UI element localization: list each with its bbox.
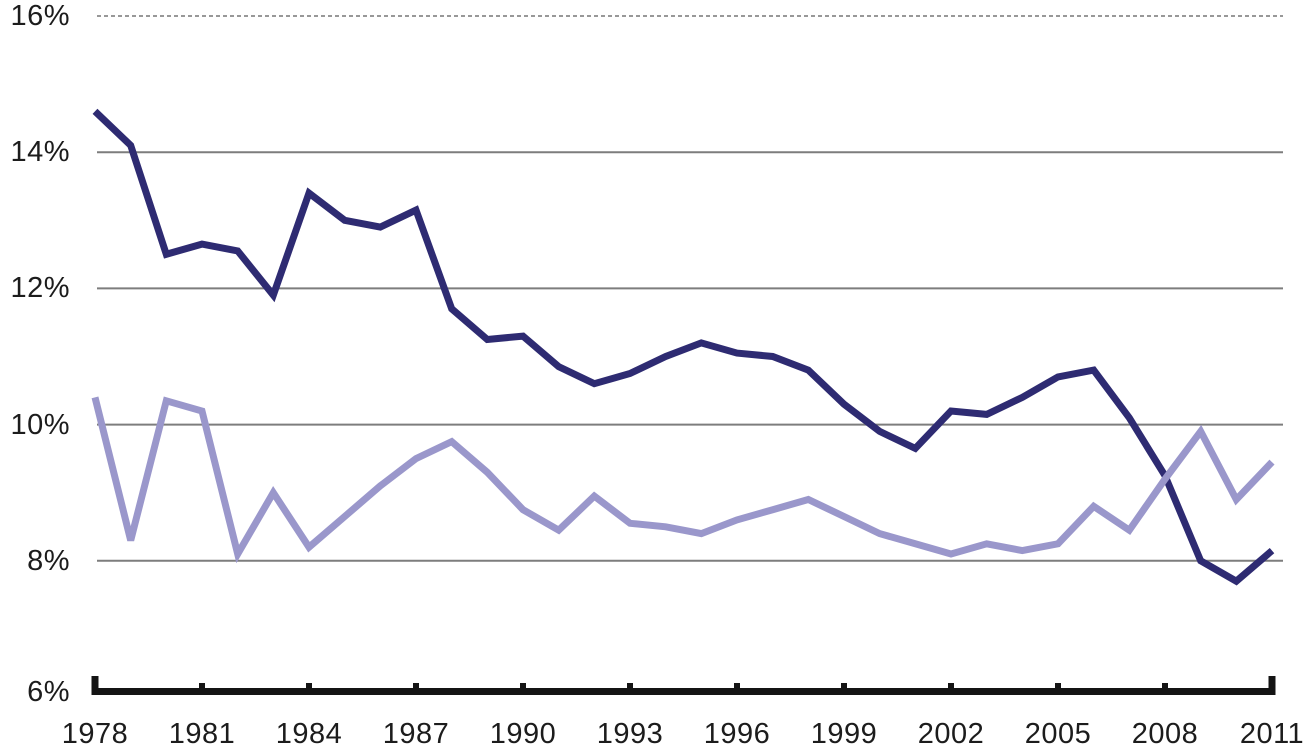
x-axis-line [93, 688, 1276, 695]
series-line-light-lavender [91, 396, 1275, 564]
x-axis-label-2002: 2002 [917, 718, 985, 750]
y-axis-label-16pct: 16% [10, 0, 70, 32]
x-axis-label-1993: 1993 [596, 718, 664, 750]
x-axis-label-1999: 1999 [810, 718, 878, 750]
x-axis-label-1984: 1984 [275, 718, 343, 750]
y-axis-label-12pct: 12% [10, 272, 70, 305]
x-axis-tick-1990 [520, 683, 526, 695]
x-axis-label-2008: 2008 [1131, 718, 1199, 750]
series-line-dark-navy [92, 108, 1275, 586]
x-axis-tick-1996 [734, 683, 740, 695]
x-axis-label-1996: 1996 [703, 718, 771, 750]
x-axis-tick-1981 [199, 683, 205, 695]
x-axis-tick-2008 [1162, 683, 1168, 695]
x-axis-tick-2005 [1055, 683, 1061, 695]
x-axis-label-1987: 1987 [382, 718, 450, 750]
y-axis-label-6pct: 6% [27, 675, 70, 708]
x-axis-tick-1987 [413, 683, 419, 695]
x-axis-tick-2002 [948, 683, 954, 695]
x-axis-label-1978: 1978 [61, 718, 129, 750]
y-axis-label-10pct: 10% [10, 408, 70, 441]
x-axis-tick-1993 [627, 683, 633, 695]
x-axis-tick-1978 [91, 676, 99, 695]
x-axis-label-1981: 1981 [168, 718, 236, 750]
x-axis-tick-1984 [306, 683, 312, 695]
y-axis-label-14pct: 14% [10, 136, 70, 169]
x-axis-label-2011: 2011 [1239, 718, 1305, 750]
x-axis-label-1990: 1990 [489, 718, 557, 750]
x-axis-tick-2011 [1268, 676, 1276, 695]
y-axis-label-8pct: 8% [27, 544, 70, 577]
x-axis-tick-1999 [841, 683, 847, 695]
x-axis-label-2005: 2005 [1024, 718, 1092, 750]
